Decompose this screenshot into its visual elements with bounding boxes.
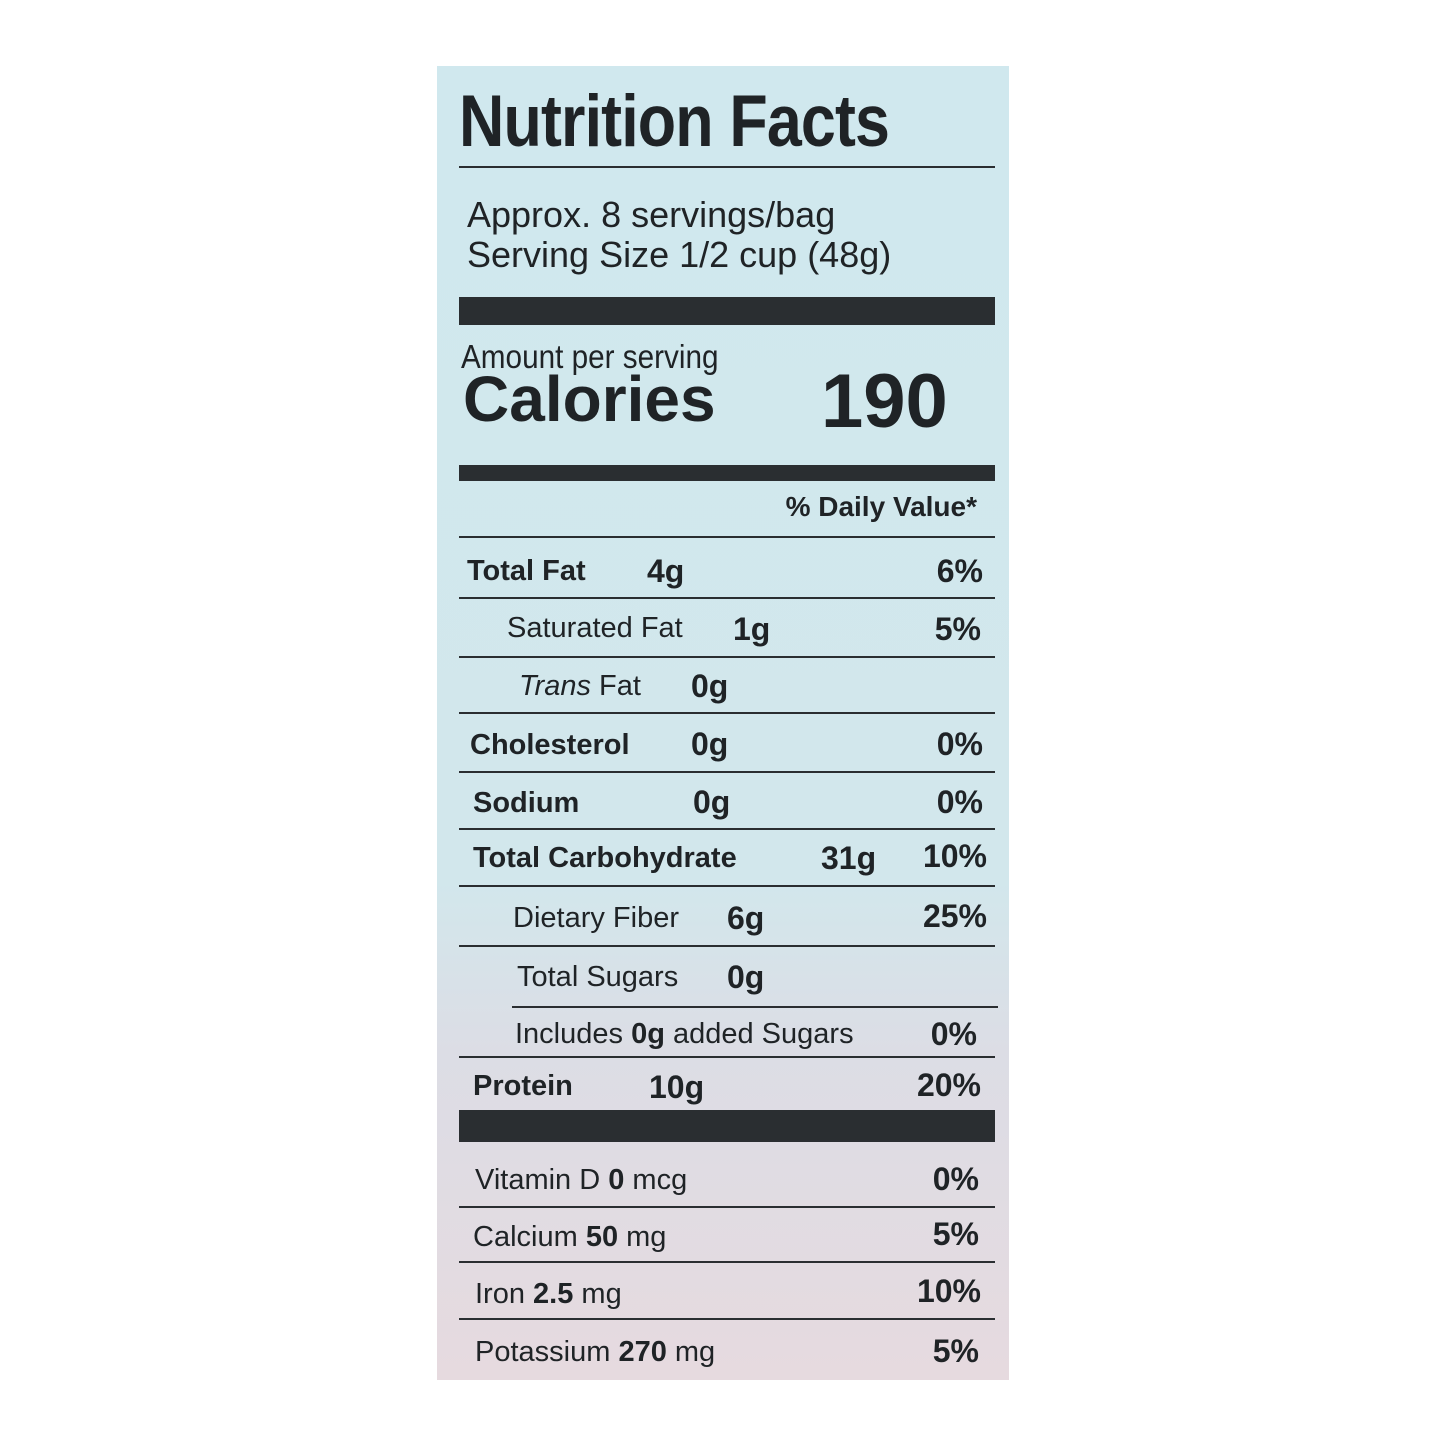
cholesterol-label: Cholesterol (470, 729, 630, 761)
dietary-fiber-dv: 25% (922, 898, 987, 934)
potassium-dv: 5% (932, 1333, 979, 1369)
divider (459, 166, 995, 168)
trans-fat-label-italic: Trans (519, 670, 591, 702)
dietary-fiber-amount: 6g (727, 900, 765, 936)
protein-dv: 20% (916, 1067, 981, 1103)
servings-per-container: Approx. 8 servings/bag (467, 194, 836, 235)
potassium-amount: 270 (618, 1336, 667, 1368)
saturated-fat-label: Saturated Fat (507, 612, 683, 644)
potassium-unit: mg (666, 1336, 716, 1368)
thick-divider (459, 1110, 995, 1142)
divider (459, 885, 995, 887)
trans-fat-label-rest: Fat (590, 670, 641, 702)
total-fat-amount: 4g (647, 553, 685, 589)
total-carbohydrate-dv: 10% (922, 838, 987, 874)
divider (459, 536, 995, 538)
divider (459, 828, 995, 830)
label-title: Nutrition Facts (459, 81, 890, 162)
cholesterol-dv: 0% (936, 726, 983, 762)
added-sugars-suffix: added Sugars (664, 1018, 854, 1050)
divider (459, 1206, 995, 1208)
medium-divider (459, 465, 995, 481)
divider (459, 1056, 995, 1058)
protein-amount: 10g (649, 1069, 705, 1105)
iron-dv: 10% (916, 1273, 981, 1309)
iron-unit: mg (573, 1278, 622, 1310)
iron-label: Iron 2.5 mg (475, 1278, 622, 1311)
added-sugars-dv: 0% (930, 1016, 977, 1052)
divider (459, 771, 995, 773)
calories-label: Calories (463, 363, 716, 435)
total-carbohydrate-amount: 31g (821, 840, 877, 876)
potassium-label: Potassium 270 mg (475, 1336, 715, 1369)
total-carbohydrate-label: Total Carbohydrate (473, 842, 737, 874)
trans-fat-label: Trans Fat (519, 670, 641, 703)
total-fat-label: Total Fat (467, 555, 586, 587)
added-sugars-label: Includes 0g added Sugars (515, 1018, 854, 1051)
vitamin-d-name: Vitamin D (475, 1164, 609, 1196)
divider (459, 1318, 995, 1320)
amount-per-serving: Amount per serving (461, 338, 719, 375)
divider (459, 1261, 995, 1263)
sodium-amount: 0g (693, 784, 731, 820)
sodium-dv: 0% (936, 784, 983, 820)
trans-fat-amount: 0g (691, 668, 729, 704)
calories-value: 190 (821, 359, 948, 444)
vitamin-d-label: Vitamin D 0 mcg (475, 1164, 687, 1197)
total-sugars-amount: 0g (727, 959, 765, 995)
serving-size: Serving Size 1/2 cup (48g) (467, 234, 892, 275)
divider (459, 945, 995, 947)
total-fat-dv: 6% (936, 553, 983, 589)
sodium-label: Sodium (473, 787, 580, 819)
saturated-fat-amount: 1g (733, 611, 771, 647)
added-sugars-amount: 0g (631, 1018, 665, 1050)
iron-amount: 2.5 (533, 1278, 574, 1310)
calcium-name: Calcium (473, 1221, 586, 1253)
calcium-dv: 5% (932, 1216, 979, 1252)
nutrition-facts-panel: Nutrition Facts Approx. 8 servings/bag S… (437, 66, 1009, 1380)
vitamin-d-dv: 0% (932, 1161, 979, 1197)
daily-value-header: % Daily Value* (785, 491, 977, 522)
added-sugars-prefix: Includes (515, 1018, 632, 1050)
calcium-amount: 50 (585, 1221, 619, 1253)
divider (459, 712, 995, 714)
total-sugars-label: Total Sugars (517, 961, 679, 993)
dietary-fiber-label: Dietary Fiber (513, 902, 679, 934)
vitamin-d-unit: mcg (624, 1164, 688, 1196)
vitamin-d-amount: 0 (608, 1164, 625, 1196)
saturated-fat-dv: 5% (934, 611, 981, 647)
iron-name: Iron (475, 1278, 534, 1310)
protein-label: Protein (473, 1070, 573, 1102)
cholesterol-amount: 0g (691, 726, 729, 762)
calcium-label: Calcium 50 mg (473, 1221, 666, 1254)
divider (512, 1006, 998, 1008)
potassium-name: Potassium (475, 1336, 619, 1368)
divider (459, 656, 995, 658)
calcium-unit: mg (618, 1221, 667, 1253)
divider (459, 597, 995, 599)
thick-divider (459, 297, 995, 325)
